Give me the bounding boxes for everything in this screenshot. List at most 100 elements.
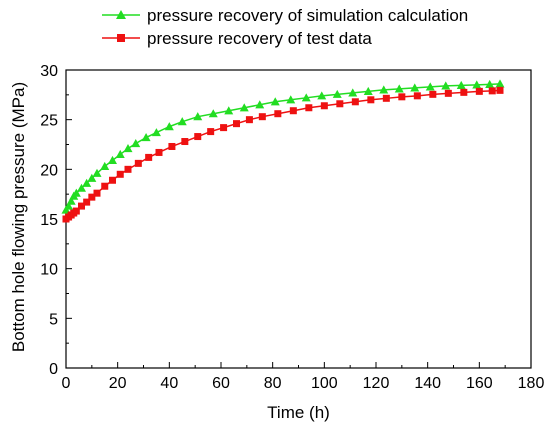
series-layer [61, 79, 505, 223]
y-tick-label: 15 [40, 212, 58, 229]
data-point [382, 94, 390, 102]
legend-marker-simulation [116, 10, 126, 19]
data-point [87, 173, 97, 182]
data-point [274, 110, 282, 118]
data-point [410, 83, 420, 92]
data-point [131, 139, 141, 148]
data-point [224, 106, 234, 115]
data-point [351, 98, 359, 106]
data-point [72, 207, 80, 215]
data-point [82, 178, 92, 187]
data-point [116, 170, 124, 178]
y-tick-label: 10 [40, 262, 58, 279]
data-point [108, 155, 117, 164]
data-point [305, 104, 313, 112]
legend-label-simulation: pressure recovery of simulation calculat… [147, 6, 468, 25]
legend: pressure recovery of simulation calculat… [102, 6, 468, 48]
data-point [496, 86, 504, 94]
x-tick-label: 80 [264, 375, 282, 392]
data-point [109, 176, 116, 184]
data-point [258, 113, 266, 121]
data-point [255, 100, 265, 109]
data-point [332, 89, 342, 98]
x-tick-label: 140 [414, 375, 441, 392]
data-point [472, 80, 482, 89]
data-point [363, 86, 373, 95]
y-axis: 0 5 10 15 20 25 30 [40, 63, 72, 378]
data-point [134, 159, 142, 167]
plot-area-frame [65, 69, 532, 369]
legend-marker-test-data [117, 34, 125, 42]
data-point [100, 161, 110, 170]
x-tick-label: 60 [212, 375, 230, 392]
y-tick-label: 5 [49, 311, 58, 328]
y-tick-label: 30 [40, 63, 58, 80]
data-point [88, 193, 96, 201]
data-point [66, 196, 76, 205]
data-point [441, 81, 451, 90]
data-point [145, 153, 153, 161]
data-point [460, 88, 468, 96]
data-point [123, 143, 133, 153]
data-point [92, 168, 102, 177]
data-point [208, 109, 218, 118]
data-point [151, 128, 161, 137]
data-point [101, 182, 109, 190]
data-point [71, 188, 81, 197]
data-point [444, 89, 452, 97]
x-tick-label: 20 [109, 375, 127, 392]
data-point [495, 79, 505, 88]
x-tick-label: 100 [311, 375, 338, 392]
data-point [320, 102, 328, 110]
data-point [425, 82, 435, 91]
data-point [77, 183, 86, 192]
data-point [336, 100, 344, 108]
legend-entry-simulation: pressure recovery of simulation calculat… [102, 6, 468, 25]
data-point [124, 165, 132, 173]
data-point [64, 201, 74, 210]
data-point [301, 93, 311, 102]
data-point [456, 80, 466, 89]
data-point [317, 91, 327, 100]
data-point [155, 148, 163, 156]
data-point [394, 84, 404, 93]
data-point [168, 142, 176, 150]
data-point [270, 97, 280, 106]
data-point [177, 117, 187, 126]
y-tick-label: 0 [49, 361, 58, 378]
data-point [78, 202, 85, 210]
data-point [115, 149, 125, 159]
data-point [398, 93, 406, 101]
data-point [413, 92, 421, 100]
data-point [488, 87, 496, 95]
x-axis-title: Time (h) [267, 403, 330, 422]
data-point [429, 90, 437, 98]
series-test-data [62, 86, 504, 223]
data-point [245, 116, 253, 124]
x-tick-label: 40 [160, 375, 178, 392]
data-point [220, 124, 228, 132]
legend-entry-test-data: pressure recovery of test data [102, 29, 372, 48]
data-point [286, 95, 296, 104]
x-tick-label: 0 [62, 375, 71, 392]
data-point [485, 79, 495, 89]
data-point [83, 198, 91, 206]
data-point [207, 128, 215, 136]
x-axis: 0 20 40 60 80 100 120 140 160 180 [62, 362, 545, 392]
data-point [348, 88, 358, 97]
series-line [65, 83, 501, 211]
y-tick-label: 25 [40, 113, 58, 130]
data-point [141, 133, 151, 142]
data-point [367, 96, 375, 104]
y-axis-title: Bottom hole flowing pressure (MPa) [9, 82, 28, 352]
x-tick-label: 180 [518, 375, 545, 392]
data-point [475, 87, 483, 95]
data-point [193, 112, 203, 121]
data-point [289, 107, 297, 115]
y-tick-label: 20 [40, 162, 58, 179]
series-line [65, 89, 501, 220]
data-point [164, 122, 174, 131]
data-point [379, 85, 389, 94]
data-point [239, 103, 249, 112]
